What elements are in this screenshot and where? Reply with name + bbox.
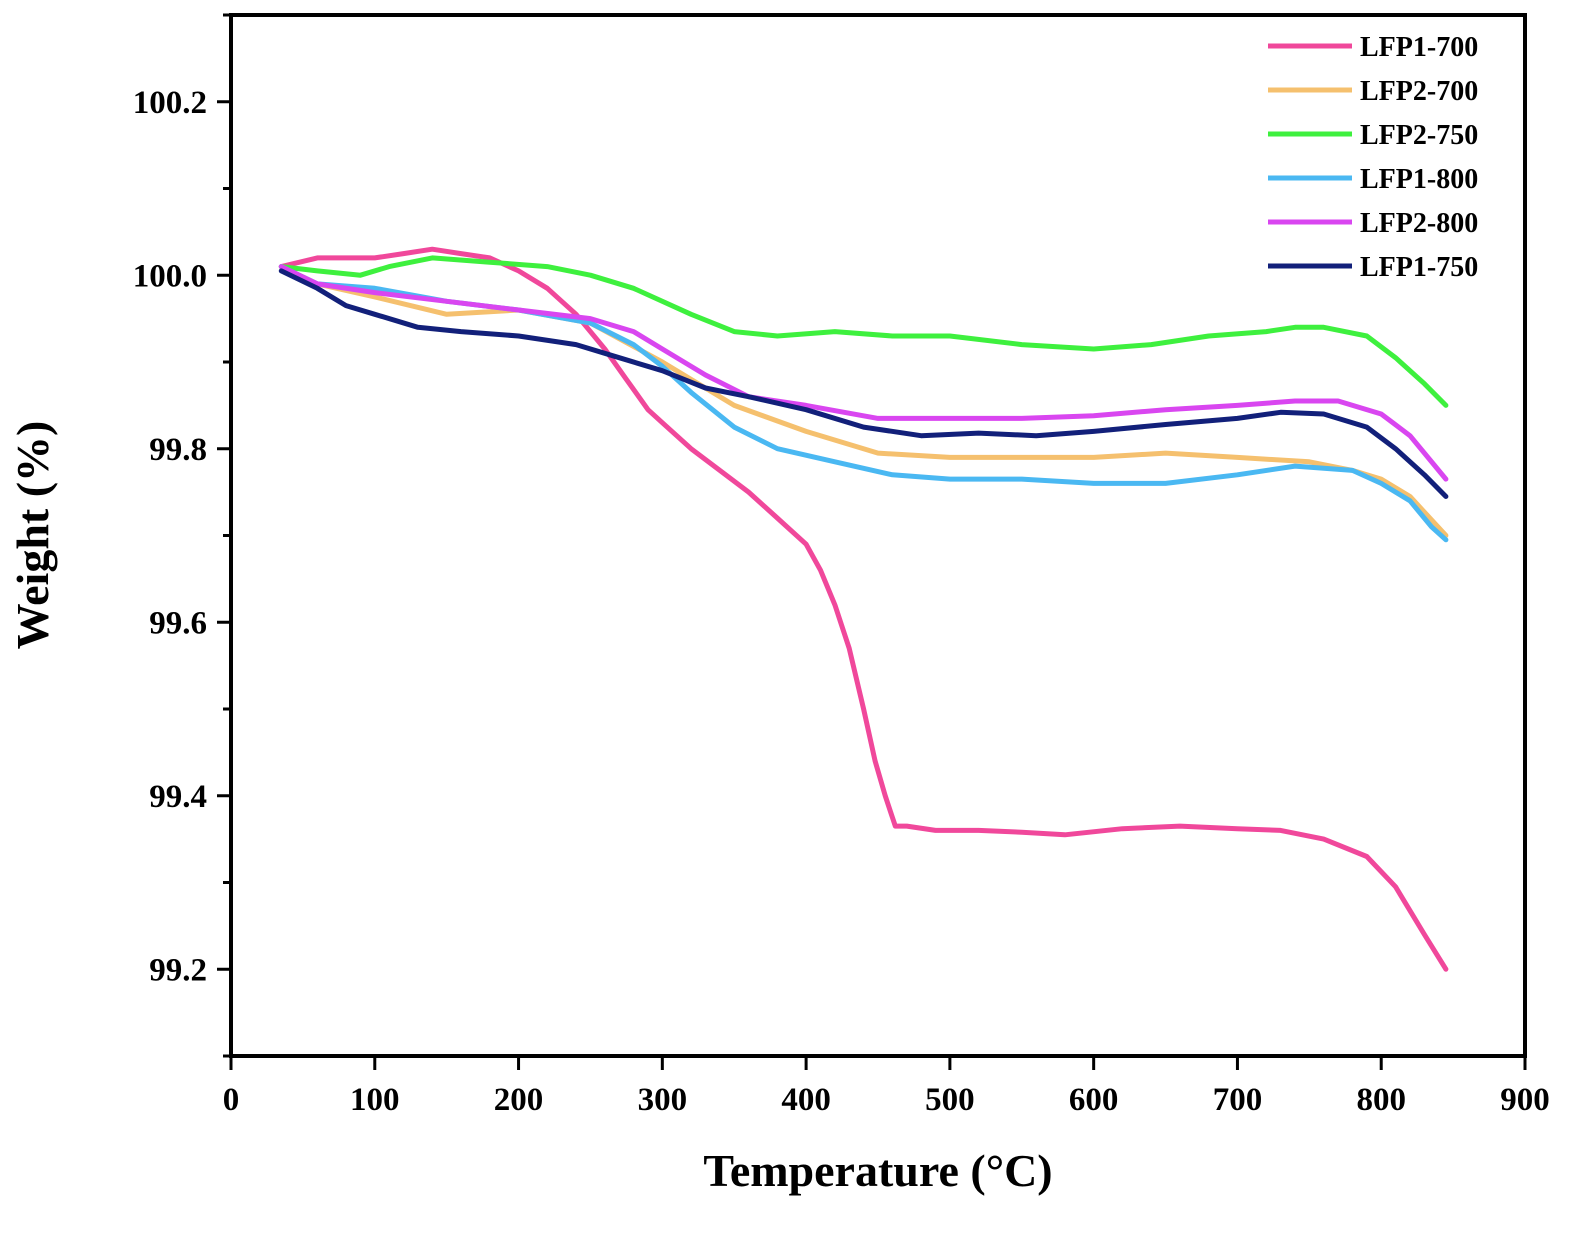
legend-label-lfp1-800: LFP1-800 bbox=[1360, 164, 1478, 195]
series-line-lfp1-700 bbox=[278, 246, 1449, 972]
y-tick-label: 99.6 bbox=[149, 605, 207, 641]
x-tick-label: 400 bbox=[781, 1082, 831, 1118]
x-tick-label: 300 bbox=[638, 1082, 688, 1118]
y-tick-label: 100.2 bbox=[133, 85, 207, 121]
legend-label-lfp1-750: LFP1-750 bbox=[1360, 252, 1478, 283]
x-tick-label: 200 bbox=[494, 1082, 544, 1118]
x-tick-label: 0 bbox=[223, 1082, 240, 1118]
y-tick-label: 100.0 bbox=[133, 258, 207, 294]
x-tick-label: 800 bbox=[1356, 1082, 1406, 1118]
x-tick-label: 100 bbox=[350, 1082, 400, 1118]
legend: LFP1-700 LFP2-700 LFP2-750 LFP1-800 LFP2-800… bbox=[1268, 32, 1478, 283]
series-line-lfp1-750 bbox=[278, 268, 1449, 499]
x-tick-label: 500 bbox=[925, 1082, 975, 1118]
x-tick-label: 700 bbox=[1213, 1082, 1263, 1118]
series-line-lfp2-800 bbox=[278, 264, 1449, 482]
legend-label-lfp1-700: LFP1-700 bbox=[1360, 32, 1478, 63]
x-tick-label: 900 bbox=[1500, 1082, 1550, 1118]
y-tick-label: 99.8 bbox=[149, 432, 207, 468]
x-tick-label: 600 bbox=[1069, 1082, 1119, 1118]
y-tick-label: 99.2 bbox=[149, 952, 207, 988]
x-axis: 0 100 200 300 400 500 600 700 800 900 bbox=[223, 1056, 1550, 1118]
y-axis-title: Weight (%) bbox=[7, 421, 58, 650]
y-axis: 99.2 99.4 99.6 99.8 100.0 100.2 bbox=[133, 13, 231, 1058]
legend-label-lfp2-800: LFP2-800 bbox=[1360, 208, 1478, 239]
y-tick-label: 99.4 bbox=[149, 779, 207, 815]
series-line-lfp2-750 bbox=[278, 255, 1449, 408]
legend-label-lfp2-700: LFP2-700 bbox=[1360, 76, 1478, 107]
series-layer bbox=[278, 246, 1449, 972]
x-axis-title: Temperature (°C) bbox=[703, 1145, 1052, 1196]
plot-frame bbox=[229, 13, 1527, 1058]
legend-label-lfp2-750: LFP2-750 bbox=[1360, 120, 1478, 151]
